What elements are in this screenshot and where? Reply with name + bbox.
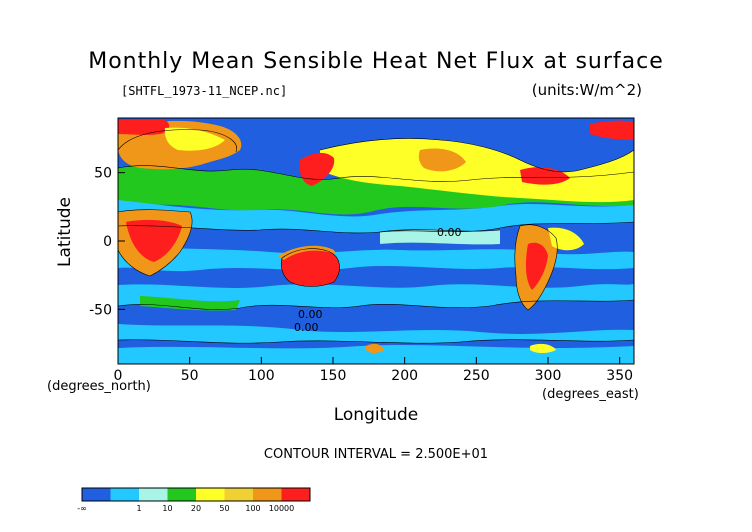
chart-title: Monthly Mean Sensible Heat Net Flux at s… bbox=[88, 49, 664, 74]
land-south-america-hot bbox=[525, 242, 548, 290]
land-africa-hot bbox=[126, 219, 182, 262]
land-europe-hot bbox=[299, 152, 335, 186]
colorbar-swatch bbox=[82, 488, 111, 501]
y-unit-label: (degrees_north) bbox=[47, 379, 151, 394]
colorbar-swatch bbox=[167, 488, 196, 501]
land-asia-orange bbox=[418, 148, 466, 172]
colorbar-tick-label: 20 bbox=[191, 504, 201, 513]
colorbar-frame bbox=[81, 487, 311, 502]
colorbar-swatch bbox=[281, 488, 310, 501]
land-europe-asia bbox=[320, 138, 634, 203]
colorbar-swatch bbox=[110, 488, 139, 501]
band-equator-cyan bbox=[118, 245, 634, 272]
x-tick-label: 200 bbox=[391, 368, 418, 384]
y-tick-label: 0 bbox=[103, 234, 112, 250]
land-northeast-hot bbox=[590, 120, 634, 140]
contour-interval: CONTOUR INTERVAL = 2.500E+01 bbox=[264, 447, 488, 462]
x-tick-label: 300 bbox=[535, 368, 562, 384]
band-north-cyan bbox=[118, 200, 634, 233]
plot-area: 0.00 0.00 0.00 bbox=[118, 118, 634, 364]
colorbar-swatch bbox=[196, 488, 225, 501]
x-tick-label: 250 bbox=[463, 368, 490, 384]
contour-label-3: 0.00 bbox=[294, 321, 319, 334]
band-south-subtropic bbox=[118, 284, 634, 310]
contour-label-2: 0.00 bbox=[298, 308, 323, 321]
band-equator-light bbox=[380, 229, 500, 245]
x-tick-label: 100 bbox=[248, 368, 275, 384]
band-southern-ocean bbox=[118, 324, 634, 344]
colorbar-tick-label: 1 bbox=[136, 504, 141, 513]
land-australia bbox=[281, 248, 340, 287]
y-axis-title: Latitude bbox=[55, 197, 75, 267]
x-axis: 0 50 100 150 200 250 300 350 bbox=[114, 357, 633, 384]
x-tick-label: 150 bbox=[320, 368, 347, 384]
x-unit-label: (degrees_east) bbox=[542, 387, 639, 402]
colorbar-swatch bbox=[139, 488, 168, 501]
land-antarctic-spot bbox=[366, 343, 384, 353]
chart-subtitle: [SHTFL_1973-11_NCEP.nc] bbox=[121, 84, 287, 98]
x-tick-label: 0 bbox=[114, 368, 123, 384]
contour-lines bbox=[118, 129, 634, 344]
y-axis: -50 0 50 bbox=[89, 166, 125, 318]
x-axis-title: Longitude bbox=[334, 405, 419, 425]
colorbar: -∞ 1 10 20 50 100 10000 bbox=[77, 487, 311, 513]
land-antarctic-spot-2 bbox=[530, 343, 556, 353]
y-tick-label: -50 bbox=[89, 302, 112, 318]
colorbar-tick-label: 100 bbox=[245, 504, 260, 513]
colorbar-swatch bbox=[224, 488, 253, 501]
x-tick-label: 50 bbox=[181, 368, 199, 384]
contour-label-1: 0.00 bbox=[437, 226, 462, 239]
band-antarctic bbox=[118, 345, 634, 364]
land-north-america-yellow bbox=[164, 127, 225, 151]
colorbar-tick-label: -∞ bbox=[77, 504, 87, 513]
units-label: (units:W/m^2) bbox=[532, 81, 642, 99]
y-tick-label: 50 bbox=[94, 166, 112, 182]
x-tick-label: 350 bbox=[606, 368, 633, 384]
land-north-america-hot bbox=[118, 120, 170, 135]
colorbar-swatch bbox=[253, 488, 282, 501]
band-south-green bbox=[140, 296, 240, 311]
colorbar-tick-label: 50 bbox=[219, 504, 229, 513]
colorbar-tick-label: 10 bbox=[162, 504, 172, 513]
colorbar-tick-label: 10000 bbox=[269, 504, 294, 513]
